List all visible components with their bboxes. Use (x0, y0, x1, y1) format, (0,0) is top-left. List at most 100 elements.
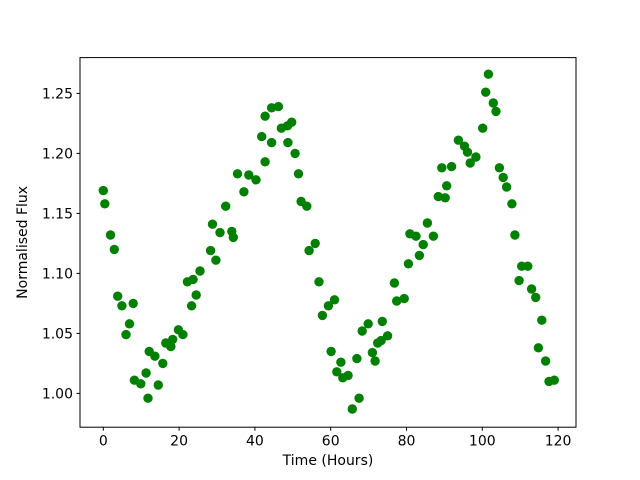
y-axis-ticks: 1.00 1.05 1.10 1.15 1.20 1.25 (42, 86, 80, 402)
data-point (514, 275, 524, 286)
data-point (98, 185, 109, 196)
data-point (446, 161, 457, 172)
data-point (363, 319, 373, 329)
data-point (168, 334, 178, 345)
data-point (293, 169, 304, 179)
data-point (428, 231, 439, 241)
data-point (260, 111, 270, 121)
data-point (304, 245, 314, 256)
data-point (523, 261, 533, 271)
data-point (531, 292, 541, 303)
data-point (141, 368, 151, 378)
data-point (188, 274, 198, 285)
data-point (465, 158, 475, 168)
data-point (507, 199, 517, 209)
y-tick-label: 1.05 (42, 326, 73, 342)
data-point (310, 238, 320, 249)
data-point (228, 232, 238, 243)
data-point (549, 375, 559, 385)
data-point (143, 393, 153, 403)
data-point (211, 255, 221, 265)
data-point (483, 69, 494, 79)
data-point (478, 123, 488, 133)
data-point (488, 98, 498, 108)
data-point (251, 175, 261, 185)
y-tick-label: 1.10 (42, 266, 73, 282)
data-point (273, 101, 284, 112)
data-point (113, 291, 123, 301)
data-point (403, 259, 414, 269)
data-point (329, 295, 340, 305)
data-point (418, 239, 428, 250)
data-point (453, 135, 464, 145)
x-tick-label: 100 (469, 434, 496, 450)
data-point (501, 182, 512, 192)
data-point (191, 290, 201, 300)
data-point (117, 301, 127, 311)
data-point (239, 187, 249, 197)
data-point (109, 244, 120, 255)
data-point (317, 310, 328, 321)
data-point (166, 341, 176, 352)
data-point (370, 356, 380, 366)
data-point (376, 335, 386, 346)
x-tick-label: 80 (398, 434, 416, 450)
data-point (498, 172, 508, 183)
data-point (215, 227, 225, 238)
data-point (205, 245, 216, 256)
data-point (367, 347, 378, 358)
data-point (302, 201, 312, 211)
data-point (290, 148, 300, 159)
data-point (221, 201, 231, 211)
data-point (347, 404, 357, 414)
x-tick-label: 40 (246, 434, 264, 450)
data-point (437, 163, 447, 173)
x-axis-label: Time (Hours) (282, 453, 374, 469)
data-point (343, 370, 353, 381)
data-point (283, 137, 293, 148)
data-point (332, 367, 342, 377)
y-tick-label: 1.25 (42, 86, 73, 102)
x-tick-label: 120 (545, 434, 572, 450)
x-tick-label: 20 (170, 434, 188, 450)
data-point (232, 169, 243, 179)
data-point (471, 152, 481, 162)
data-point (257, 131, 267, 142)
x-axis-ticks: 0 20 40 60 80 100 120 (99, 427, 572, 450)
data-point (158, 358, 168, 369)
data-point (121, 329, 131, 340)
data-point (462, 147, 473, 157)
x-tick-label: 60 (322, 434, 340, 450)
x-tick-label: 0 (99, 434, 108, 450)
data-point (377, 316, 387, 327)
data-point (195, 266, 205, 276)
data-point (357, 326, 367, 336)
data-point (533, 343, 544, 353)
y-tick-label: 1.00 (42, 386, 73, 402)
data-point (352, 353, 362, 364)
data-point (526, 284, 537, 294)
data-point (323, 301, 334, 311)
data-point (186, 301, 197, 311)
data-point (260, 157, 270, 167)
data-point (422, 218, 433, 228)
data-point (540, 356, 551, 366)
data-point (100, 199, 110, 209)
data-point (336, 357, 346, 367)
data-point (207, 219, 218, 229)
data-point (153, 380, 163, 390)
data-point (537, 315, 547, 325)
data-point (510, 230, 520, 240)
data-points (98, 69, 559, 414)
data-point (244, 170, 254, 180)
data-point (136, 379, 146, 389)
data-point (442, 181, 452, 191)
data-point (354, 393, 364, 403)
data-point (178, 329, 188, 340)
data-point (124, 319, 135, 329)
data-point (105, 230, 116, 240)
data-point (314, 277, 324, 287)
data-point (411, 231, 421, 241)
data-point (150, 351, 160, 361)
